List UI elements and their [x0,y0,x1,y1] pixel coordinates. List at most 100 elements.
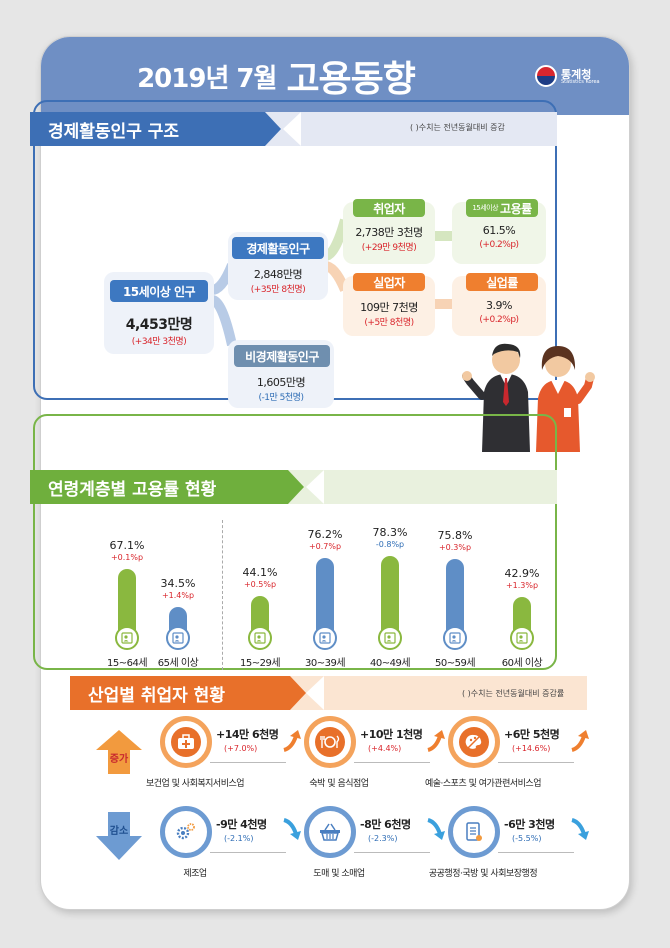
age-rate-change: +0.1%p [110,552,144,562]
title-date: 2019년 7월 [137,63,277,94]
age-band [286,470,557,504]
employment-rate-label-main: 고용률 [500,201,532,216]
industry-change-rate: (+7.0%) [224,744,258,753]
chevron-right-icon [288,470,304,504]
industry-change-rate: (+4.4%) [368,744,402,753]
trend-down-icon [571,818,589,840]
industry-name: 숙박 및 음식점업 [309,779,369,789]
active-label: 경제활동인구 [232,237,324,259]
person-card-icon [166,626,190,650]
employed-label: 취업자 [353,199,425,217]
inactive-change: (-1만 5천명) [258,393,304,403]
population-change: (+34만 3천명) [131,337,187,347]
age-group-label: 60세 이상 [501,658,543,669]
age-rate-value: 78.3% [372,525,408,539]
taeguk-icon [535,65,557,87]
inactive-value: 1,605만명 [256,376,306,389]
age-rate-change: +1.4%p [161,591,195,601]
trend-up-icon [427,730,445,752]
increase-arrow-icon [96,730,142,774]
population-label: 15세이상 인구 [110,280,208,302]
shopping-basket-icon [315,817,345,847]
chevron-left-icon [306,470,324,504]
document-icon [459,817,489,847]
page-title: 2019년 7월 고용동향 [41,37,511,115]
chevron-left-icon [306,676,324,710]
employment-rate-change: (+0.2%p) [479,240,519,250]
age-rate-change: +0.5%p [243,579,277,589]
chevron-left-icon [283,112,301,146]
employed-change: (+29만 9천명) [361,243,417,253]
person-card-icon [378,626,402,650]
industry-icon-ring [160,716,212,768]
industry-name: 도매 및 소매업 [313,869,365,879]
industry-icon-ring [448,806,500,858]
decrease-arrow-icon [96,812,142,860]
structure-heading: 경제활동인구 구조 [30,112,265,146]
age-bar [118,568,136,640]
age-group-label: 30~39세 [304,658,346,669]
active-value: 2,848만명 [253,268,303,281]
unemployed-value: 109만 7천명 [360,301,418,314]
inactive-label: 비경제활동인구 [234,345,330,367]
industry-name: 제조업 [183,869,207,879]
industry-divider [210,762,286,763]
structure-note: ( )수치는 전년동월대비 증감 [410,123,505,132]
industry-change-rate: (-2.3%) [368,834,398,843]
employment-rate-label-small: 15세이상 [472,204,499,212]
population-value: 4,453만명 [125,317,193,333]
industry-change-rate: (-2.1%) [224,834,254,843]
age-rate-value: 76.2% [307,528,343,542]
industry-change-value: -6만 3천명 [504,818,555,831]
trend-up-icon [571,730,589,752]
age-group-label: 15~64세 [106,658,148,669]
statistics-korea-logo: 통계청 Statistics Korea [535,65,605,89]
industry-change-value: +10만 1천명 [360,728,423,741]
employment-rate-label: 15세이상 고용률 [466,199,538,217]
industry-divider [354,762,430,763]
industry-note: ( )수치는 전년동월대비 증감률 [462,689,565,698]
industry-divider [210,852,286,853]
industry-icon-ring [304,716,356,768]
age-heading: 연령계층별 고용률 현황 [30,470,288,504]
age-rate-value: 34.5% [160,577,196,591]
industry-icon-ring [160,806,212,858]
unemployment-rate-value: 3.9% [486,299,512,312]
employed-value: 2,738만 3천명 [355,226,423,239]
industry-name: 보건업 및 사회복지서비스업 [145,779,245,789]
age-bar [381,555,399,640]
industry-change-value: -8만 6천명 [360,818,411,831]
industry-divider [498,852,574,853]
age-bar [316,558,334,640]
industry-change-rate: (-5.5%) [512,834,542,843]
industry-change-value: +14만 6천명 [216,728,279,741]
age-rate-value: 44.1% [242,565,278,579]
person-card-icon [115,626,139,650]
header-banner: 2019년 7월 고용동향 통계청 Statistics Korea [41,37,629,115]
unemployment-rate-change: (+0.2%p) [479,315,519,325]
unemployment-rate-label: 실업률 [466,273,538,291]
chevron-right-icon [265,112,281,146]
industry-change-value: +6만 5천명 [504,728,560,741]
industry-name: 예술·스포츠 및 여가관련서비스업 [424,779,542,789]
unemployed-label: 실업자 [353,273,425,291]
age-rate-value: 75.8% [437,528,473,542]
group-divider [222,520,223,670]
industry-icon-ring [304,806,356,858]
industry-heading: 산업별 취업자 현황 [70,676,290,710]
increase-label: 증가 [109,754,129,765]
title-main: 고용동향 [286,59,415,100]
gear-icon [171,817,201,847]
active-change: (+35만 8천명) [250,285,306,295]
trend-down-icon [283,818,301,840]
structure-band [262,112,557,146]
person-card-icon [443,626,467,650]
age-group-label: 15~29세 [239,658,281,669]
logo-subtitle: Statistics Korea [561,79,600,85]
age-rate-change: +0.3%p [438,542,472,552]
age-group-label: 40~49세 [369,658,411,669]
person-card-icon [313,626,337,650]
first-aid-kit-icon [171,727,201,757]
trend-down-icon [427,818,445,840]
industry-band [288,676,587,710]
